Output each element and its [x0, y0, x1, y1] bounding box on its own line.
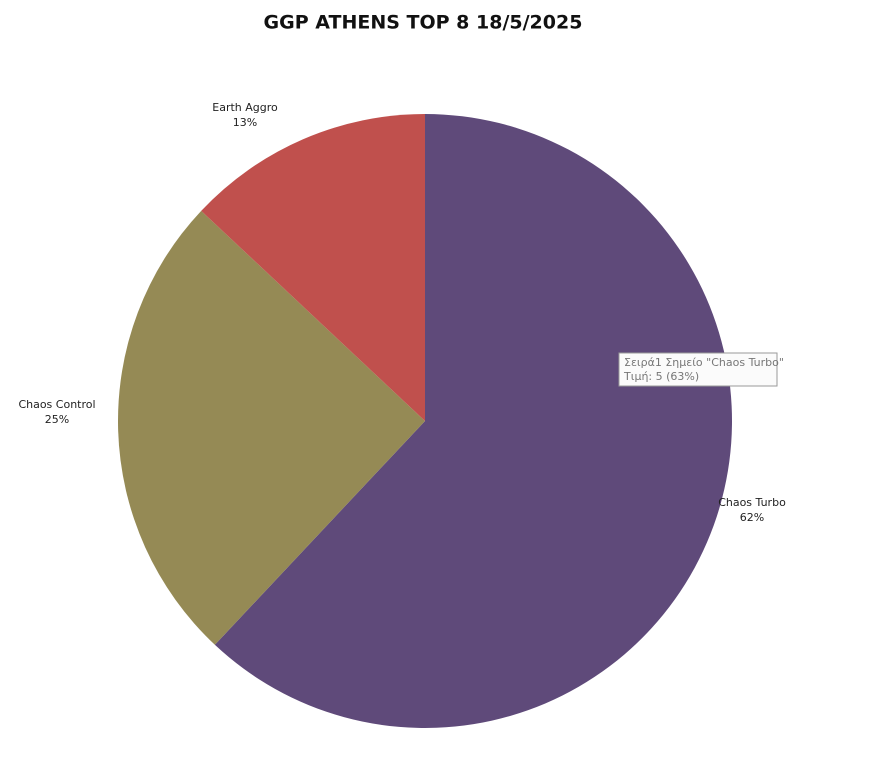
- pie: [118, 114, 732, 728]
- tooltip-line: Σειρά1 Σημείο "Chaos Turbo": [624, 356, 784, 369]
- labels: Chaos Turbo 62% Chaos Control 25% Earth Aggr…: [18, 101, 786, 524]
- pie-slice: [201, 114, 425, 421]
- slice-value-label: 25%: [45, 413, 69, 426]
- slice-label: Chaos Control: [18, 398, 95, 411]
- slice-value-label: 62%: [740, 511, 764, 524]
- chart-title: GGP ATHENS TOP 8 18/5/2025: [264, 12, 583, 34]
- slice-label: Earth Aggro: [212, 101, 278, 114]
- pie-slice: [118, 210, 426, 645]
- tooltip-box: [618, 352, 778, 387]
- tooltip-line: Τιμή: 5 (63%): [623, 370, 699, 383]
- slice-label: Chaos Turbo: [718, 496, 786, 509]
- pie-slice: [214, 114, 732, 728]
- slice-value-label: 13%: [233, 116, 257, 129]
